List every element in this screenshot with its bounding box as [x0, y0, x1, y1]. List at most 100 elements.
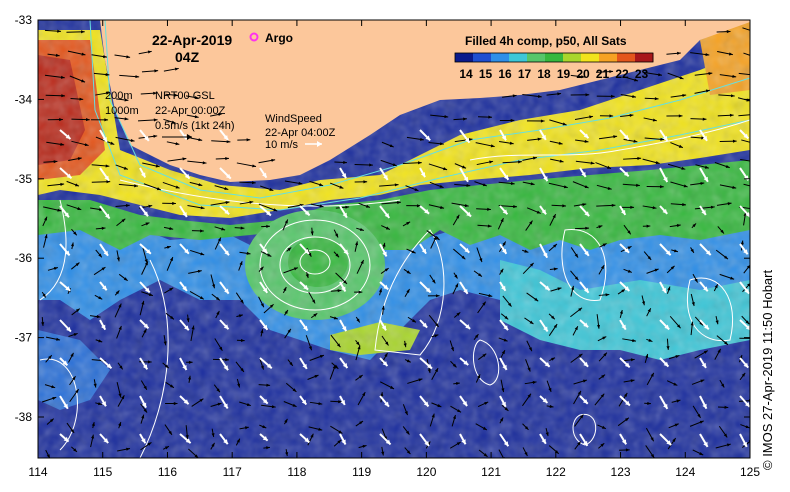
current-arrowhead [416, 204, 421, 208]
x-tick-label: 118 [287, 465, 306, 479]
current-arrowhead [96, 315, 101, 319]
wind-arrowhead [262, 324, 268, 330]
current-arrowhead [590, 161, 595, 165]
current-arrowhead [103, 54, 107, 59]
current-arrowhead [673, 249, 678, 253]
current-arrowhead [440, 205, 445, 209]
y-tick-label: -34 [15, 92, 33, 106]
current-arrowhead [284, 219, 288, 224]
current-arrowhead [574, 326, 578, 331]
y-tick-label: -37 [15, 331, 33, 345]
wind-arrowhead [145, 249, 151, 254]
current-arrow [738, 114, 750, 117]
current-arrowhead [394, 183, 399, 187]
current-arrowhead [225, 157, 229, 161]
current-arrowhead [378, 288, 382, 293]
wind-arrowhead [106, 363, 112, 369]
current-arrowhead [468, 138, 473, 142]
current-arrowhead [194, 95, 199, 100]
current-arrowhead [435, 323, 439, 327]
wind-arrowhead [383, 174, 388, 180]
current-arrow [743, 52, 750, 56]
current-arrowhead [240, 226, 245, 230]
wind-arrowhead [105, 213, 110, 219]
current-arrowhead [168, 430, 172, 435]
wind-arrowhead [541, 134, 546, 140]
current-arrowhead [202, 161, 207, 165]
current-arrowhead [700, 379, 705, 383]
current-arrowhead [483, 453, 488, 457]
current-arrowhead [754, 55, 758, 58]
current-arrowhead [53, 160, 58, 164]
colorbar-tick-label: 16 [498, 67, 512, 81]
current-arrowhead [745, 320, 750, 325]
current-arrowhead [219, 346, 223, 351]
isobath-200-label: 200m [105, 90, 133, 102]
current-arrowhead [444, 115, 449, 119]
current-arrowhead [271, 158, 276, 162]
wind-scale-arrowhead-icon [317, 141, 322, 147]
wind-arrowhead [705, 250, 711, 256]
current-arrowhead [690, 321, 694, 326]
wind-arrowhead [703, 286, 708, 292]
current-arrowhead [630, 379, 635, 383]
current-arrowhead [313, 313, 318, 317]
wind-arrowhead [543, 326, 548, 332]
wind-arrowhead [341, 326, 347, 332]
current-arrowhead [474, 334, 479, 339]
current-arrowhead [652, 118, 657, 122]
current-arrowhead [600, 393, 605, 398]
wind-arrowhead [701, 209, 706, 215]
current-arrowhead [191, 325, 195, 330]
wind-arrowhead [666, 440, 672, 445]
current-arrowhead [613, 135, 618, 139]
current-arrowhead [52, 396, 57, 400]
current-arrowhead [509, 141, 514, 145]
current-arrowhead [333, 316, 338, 320]
wind-arrowhead [745, 325, 750, 330]
current-arrowhead [553, 267, 558, 271]
current-arrowhead [188, 375, 192, 380]
current-arrowhead [537, 94, 542, 98]
wind-arrowhead [703, 176, 708, 182]
current-arrowhead [126, 55, 131, 59]
current-arrowhead [607, 165, 612, 169]
current-arrowhead [690, 248, 694, 253]
current-arrowhead [212, 284, 216, 289]
current-arrowhead [153, 134, 158, 138]
wind-arrowhead [663, 177, 668, 183]
current-arrowhead [380, 392, 384, 396]
wind-arrowhead [303, 284, 309, 290]
current-arrowhead [729, 113, 734, 117]
wind-arrowhead [103, 438, 109, 444]
argo-label: Argo [265, 31, 293, 45]
current-arrowhead [121, 218, 126, 223]
colorbar-tick-label: 14 [459, 67, 473, 81]
product-title: Filled 4h comp, p50, All Sats [465, 34, 627, 48]
current-arrowhead [118, 393, 122, 398]
current-arrowhead [571, 285, 575, 290]
current-arrowhead [240, 338, 245, 343]
current-arrowhead [536, 210, 541, 214]
current-arrowhead [456, 312, 461, 316]
current-arrowhead [118, 325, 122, 330]
current-arrowhead [527, 367, 531, 372]
colorbar-tick-label: 19 [557, 67, 571, 81]
wind-time-label: 22-Apr 04:00Z [265, 127, 336, 139]
current-arrowhead [390, 385, 395, 389]
current-arrowhead [199, 296, 204, 300]
wind-arrowhead [384, 401, 389, 407]
wind-arrowhead [501, 248, 507, 254]
current-arrowhead [601, 374, 606, 379]
wind-arrowhead [503, 174, 509, 180]
current-arrowhead [676, 223, 681, 228]
wind-arrowhead [501, 285, 506, 291]
wind-arrowhead [621, 324, 626, 330]
wind-arrowhead [663, 361, 669, 367]
wind-arrowhead [140, 172, 146, 178]
wind-arrowhead [466, 211, 472, 217]
current-arrowhead [721, 383, 725, 388]
current-arrowhead [654, 268, 659, 272]
y-tick-label: -38 [15, 410, 33, 424]
